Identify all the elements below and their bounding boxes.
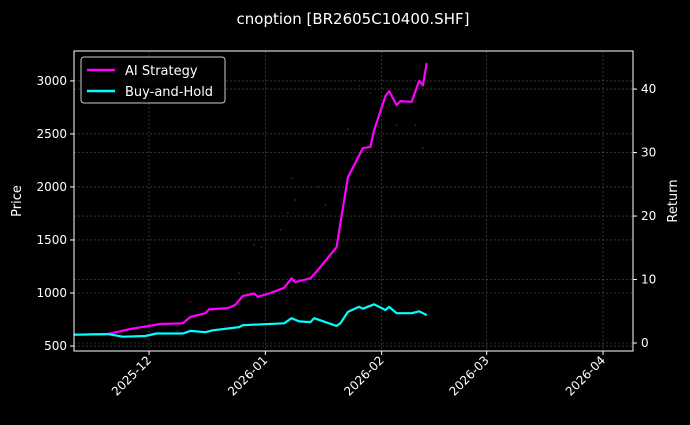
trade-marker: [294, 199, 297, 201]
y-tick-label: 2500: [36, 127, 67, 141]
y2-axis-label: Return: [666, 179, 681, 222]
legend-label-ai: AI Strategy: [125, 64, 198, 79]
series-line-ai-strategy: [73, 62, 428, 336]
trade-marker: [189, 301, 192, 303]
legend: AI Strategy Buy-and-Hold: [80, 56, 226, 104]
series-lines: [73, 62, 428, 338]
trade-marker: [358, 85, 361, 87]
legend-label-bh: Buy-and-Hold: [125, 85, 213, 100]
grid: [74, 51, 633, 351]
x-tick-label: 2026-04: [563, 353, 608, 398]
trade-marker: [238, 272, 240, 274]
trade-marker: [346, 128, 349, 130]
y-tick-label: 500: [44, 339, 67, 353]
y2-tick-label: 40: [641, 82, 656, 96]
trade-marker: [316, 186, 319, 188]
plot-frame: [73, 50, 634, 352]
x-tick-label: 2026-02: [341, 353, 386, 398]
y-tick-label: 2000: [36, 180, 67, 194]
x-tick-label: 2025-12: [109, 353, 154, 398]
trade-marker: [422, 147, 424, 149]
y-axis-label: Price: [10, 185, 25, 217]
series-line-buy-and-hold: [73, 303, 428, 338]
x-tick-label: 2026-01: [225, 353, 270, 398]
trade-marker: [253, 244, 255, 246]
trade-marker: [395, 124, 398, 126]
trade-marker: [414, 124, 417, 126]
chart-title: cnoption [BR2605C10400.SHF]: [237, 10, 470, 28]
trade-marker: [279, 229, 282, 231]
trade-marker: [324, 204, 327, 206]
y2-tick-label: 20: [641, 209, 656, 223]
trade-marker: [369, 92, 372, 94]
y-tick-label: 1500: [36, 233, 67, 247]
trade-marker: [290, 177, 293, 179]
trade-marker: [260, 246, 263, 248]
y-tick-label: 3000: [36, 74, 67, 88]
axis-ticks: 500 1000 1500 2000 2500 3000 0 10 20 30 40 2025-12 2…: [36, 74, 656, 399]
y2-tick-label: 10: [641, 273, 656, 287]
markers: [189, 85, 424, 303]
y2-tick-label: 0: [641, 336, 649, 350]
y2-tick-label: 30: [641, 146, 656, 160]
x-tick-label: 2026-03: [446, 353, 491, 398]
trade-marker: [286, 212, 289, 214]
legend-box: [80, 56, 226, 104]
y-tick-label: 1000: [36, 286, 67, 300]
